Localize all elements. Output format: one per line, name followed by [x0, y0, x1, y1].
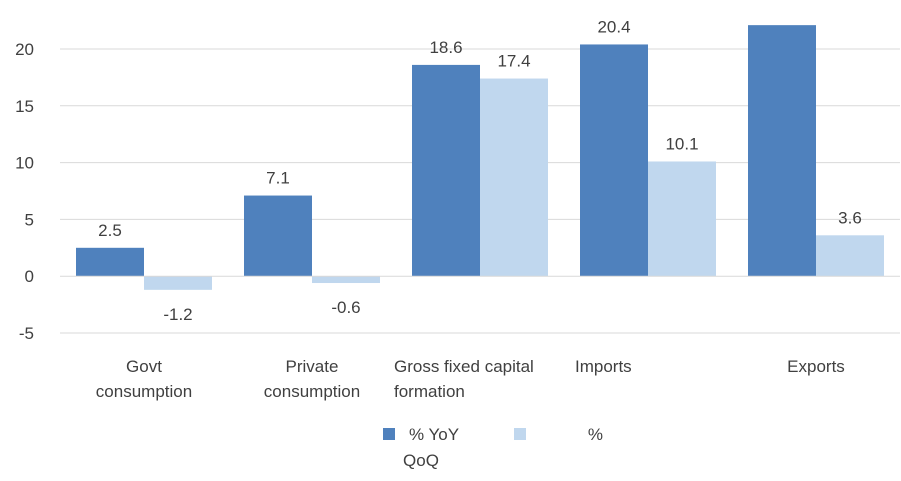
category-label: formation [394, 382, 465, 401]
category-labels: Govt consumption Private consumption Gross f… [96, 357, 845, 401]
y-tick-label: 5 [25, 210, 34, 229]
legend-swatch-yoy [383, 428, 395, 440]
bar-qoq [312, 276, 380, 284]
legend-swatch-qoq [514, 428, 526, 440]
data-labels: 2.5 -1.2 7.1 -0.6 18.6 17.4 20.4 10.1 3.6 [98, 17, 862, 323]
data-label: 18.6 [429, 38, 462, 57]
y-tick-label: 20 [15, 40, 34, 59]
legend-label-yoy: % YoY [409, 425, 459, 444]
data-label: 17.4 [497, 52, 530, 71]
category-label: consumption [264, 382, 360, 401]
legend: % YoY % QoQ [383, 425, 603, 470]
bar-qoq [480, 78, 548, 277]
y-tick-label: 0 [25, 267, 34, 286]
bar-yoy [748, 25, 816, 277]
bar-yoy [76, 247, 144, 277]
category-label: Govt [126, 357, 162, 376]
bar-qoq [648, 161, 716, 277]
bars [76, 25, 884, 290]
y-tick-label: -5 [19, 324, 34, 343]
data-label: 7.1 [266, 169, 290, 188]
data-label: 20.4 [597, 17, 630, 36]
y-tick-label: 15 [15, 97, 34, 116]
category-label: Private [286, 357, 339, 376]
category-label: Gross fixed capital [394, 357, 534, 376]
data-label: -1.2 [163, 305, 192, 324]
legend-label-qoq-wrap: QoQ [403, 451, 439, 470]
bar-qoq [816, 235, 884, 277]
bar-yoy [244, 195, 312, 277]
y-tick-label: 10 [15, 154, 34, 173]
data-label: 3.6 [838, 208, 862, 227]
category-label: consumption [96, 382, 192, 401]
legend-label-qoq: % [588, 425, 603, 444]
bar-qoq [144, 276, 212, 290]
data-label: -0.6 [331, 298, 360, 317]
category-label: Exports [787, 357, 845, 376]
data-label: 10.1 [665, 134, 698, 153]
y-axis-ticks: 20 15 10 5 0 -5 [15, 40, 34, 343]
category-label: Imports [575, 357, 632, 376]
bar-yoy [580, 44, 648, 277]
bar-yoy [412, 64, 480, 277]
data-label: 2.5 [98, 221, 122, 240]
